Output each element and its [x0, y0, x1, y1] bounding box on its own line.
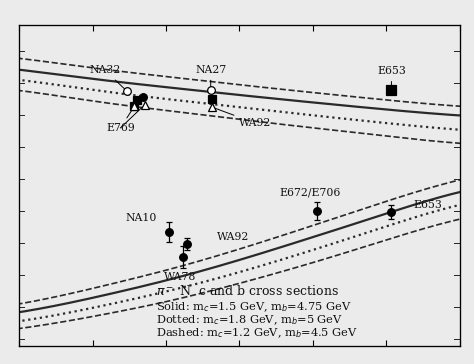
Text: WA92: WA92 [215, 108, 272, 128]
Text: E653: E653 [413, 200, 442, 210]
Text: NA10: NA10 [126, 213, 157, 223]
Text: Solid: m$_c$=1.5 GeV, m$_b$=4.75 GeV: Solid: m$_c$=1.5 GeV, m$_b$=4.75 GeV [155, 300, 351, 313]
Text: WA92: WA92 [217, 232, 250, 242]
Text: E653: E653 [377, 66, 406, 87]
Text: Dashed: m$_c$=1.2 GeV, m$_b$=4.5 GeV: Dashed: m$_c$=1.2 GeV, m$_b$=4.5 GeV [155, 327, 358, 340]
Text: E769: E769 [106, 108, 135, 133]
Text: WA78: WA78 [164, 272, 196, 282]
Text: E672/E706: E672/E706 [279, 187, 341, 197]
Text: $\pi^-$ N  c and b cross sections: $\pi^-$ N c and b cross sections [155, 284, 338, 298]
Text: Dotted: m$_c$=1.8 GeV, m$_b$=5 GeV: Dotted: m$_c$=1.8 GeV, m$_b$=5 GeV [155, 313, 343, 327]
Text: NA27: NA27 [195, 65, 227, 87]
Text: NA32: NA32 [89, 65, 125, 89]
